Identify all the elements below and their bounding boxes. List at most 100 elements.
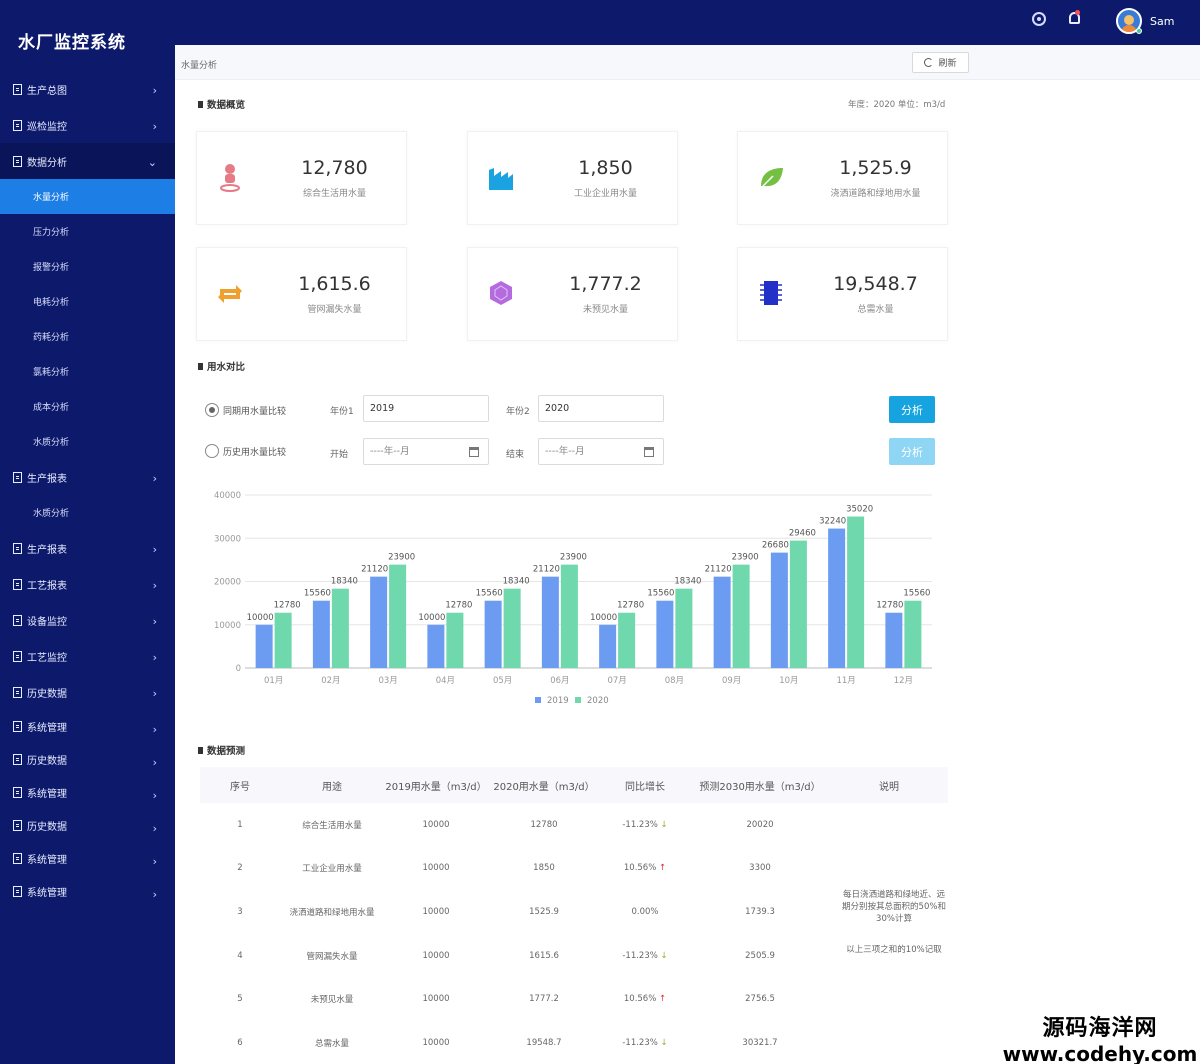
stat-label: 管网漏失水量 — [307, 305, 362, 315]
bar — [484, 600, 502, 668]
same-period-label[interactable]: 同期用水量比较 — [223, 407, 287, 417]
data-label: 21120 — [705, 565, 732, 575]
table-cell: -11.23% ↓ — [600, 820, 690, 830]
sidebar-item[interactable]: 成本分析 — [0, 389, 175, 424]
cell-text: 1850 — [533, 863, 555, 874]
same-period-radio[interactable] — [205, 403, 219, 417]
sidebar-item[interactable]: 系统管理 › — [0, 842, 175, 875]
table-row: 1 综合生活用水量 10000 12780 -11.23% ↓ 20020 — [200, 803, 948, 847]
chevron-right-icon: › — [152, 888, 157, 901]
document-icon — [13, 83, 22, 95]
calendar-icon[interactable] — [469, 447, 479, 457]
note-leakage: 以上三项之和的10%记取 — [846, 945, 942, 955]
table-cell: 10000 — [384, 994, 488, 1004]
bar — [789, 540, 807, 668]
data-label: 10000 — [418, 613, 445, 623]
sidebar-item[interactable]: 水质分析 — [0, 424, 175, 459]
chevron-right-icon: › — [152, 120, 157, 133]
cell-text: 3300 — [749, 863, 771, 874]
sidebar-item[interactable]: 历史数据 › — [0, 743, 175, 776]
stat-value: 1,850 — [578, 157, 633, 179]
sidebar-item[interactable]: 电耗分析 — [0, 284, 175, 319]
breadcrumb: 水量分析 — [181, 61, 218, 71]
sidebar-item[interactable]: 巡检监控 › — [0, 107, 175, 143]
stat-value: 1,525.9 — [839, 157, 912, 179]
cell-text: 2756.5 — [745, 994, 775, 1005]
refresh-button[interactable]: 刷新 — [912, 52, 969, 73]
document-icon — [13, 886, 22, 897]
forecast-title-text: 数据预测 — [207, 746, 246, 757]
cell-text: 20020 — [746, 819, 774, 830]
calendar-icon[interactable] — [644, 447, 654, 457]
sidebar-item[interactable]: 系统管理 › — [0, 776, 175, 809]
sidebar-item[interactable]: 生产报表 › — [0, 530, 175, 566]
bar — [541, 576, 559, 668]
table-cell: 1850 — [488, 863, 600, 873]
username[interactable]: Sam — [1150, 15, 1175, 28]
end-month-input[interactable]: ----年--月 — [538, 438, 664, 465]
sidebar-item[interactable]: 水量分析 — [0, 179, 175, 214]
cell-text: 12780 — [530, 819, 558, 830]
data-label: 18340 — [503, 577, 530, 587]
sidebar-item[interactable]: 药耗分析 — [0, 319, 175, 354]
data-label: 12780 — [876, 601, 903, 611]
cell-text: 总需水量 — [314, 1038, 349, 1049]
x-tick-label: 08月 — [665, 676, 684, 686]
sidebar-item[interactable]: 设备监控 › — [0, 602, 175, 638]
sidebar-item[interactable]: 数据分析 ⌄ — [0, 143, 175, 179]
sidebar-item-label: 历史数据 — [27, 688, 67, 700]
bell-icon[interactable] — [1069, 12, 1080, 24]
leaf-icon — [759, 168, 783, 190]
sidebar-item[interactable]: 生产报表 › — [0, 459, 175, 495]
sidebar-item[interactable]: 工艺报表 › — [0, 566, 175, 602]
sidebar-item[interactable]: 水质分析 — [0, 495, 175, 530]
data-label: 15560 — [304, 589, 331, 599]
cell-text: 5 — [237, 994, 243, 1005]
chevron-right-icon: › — [152, 579, 157, 592]
sidebar-item-label: 药耗分析 — [33, 333, 70, 343]
document-icon — [13, 721, 22, 732]
sidebar-item[interactable]: 氯耗分析 — [0, 354, 175, 389]
cell-text: 10000 — [422, 863, 450, 874]
year2-input[interactable]: 2020 — [538, 395, 664, 422]
sidebar-item[interactable]: 报警分析 — [0, 249, 175, 284]
sidebar-item[interactable]: 生产总图 › — [0, 71, 175, 107]
cell-text: 10.56% — [623, 863, 657, 874]
sidebar-item[interactable]: 系统管理 › — [0, 875, 175, 908]
sidebar-item[interactable]: 历史数据 › — [0, 674, 175, 710]
gear-icon[interactable] — [1032, 12, 1046, 26]
bar — [331, 588, 349, 668]
start-label: 开始 — [330, 450, 349, 460]
bar — [713, 576, 731, 668]
year1-input[interactable]: 2019 — [363, 395, 489, 422]
sidebar-item[interactable]: 系统管理 › — [0, 710, 175, 743]
stat-value: 12,780 — [301, 157, 368, 179]
sidebar-item-label: 巡检监控 — [27, 121, 67, 133]
sidebar-item[interactable]: 工艺监控 › — [0, 638, 175, 674]
analyze-button-disabled[interactable]: 分析 — [889, 438, 935, 465]
history-label[interactable]: 历史用水量比较 — [223, 448, 287, 458]
sidebar-item[interactable]: 历史数据 › — [0, 809, 175, 842]
stat-card-unforeseen: 1,777.2 未预见水量 — [467, 247, 678, 341]
stat-label: 浇洒道路和绿地用水量 — [830, 189, 921, 199]
table-row: 2 工业企业用水量 10000 1850 10.56% ↑ 3300 — [200, 847, 948, 891]
bookmark-icon — [198, 362, 203, 370]
sidebar-item-label: 生产报表 — [27, 473, 67, 485]
cell-text: 0.00% — [631, 906, 659, 917]
stat-value: 1,777.2 — [569, 273, 642, 295]
stat-card-industry: 1,850 工业企业用水量 — [467, 131, 678, 225]
year1-label: 年份1 — [330, 407, 354, 417]
stat-label: 工业企业用水量 — [573, 189, 637, 199]
sidebar-item-label: 设备监控 — [27, 616, 67, 628]
bar — [885, 612, 903, 668]
sidebar-item[interactable]: 压力分析 — [0, 214, 175, 249]
start-month-input[interactable]: ----年--月 — [363, 438, 489, 465]
cell-text: 30321.7 — [742, 1037, 778, 1048]
cell-text: 10000 — [422, 819, 450, 830]
document-icon — [13, 686, 22, 698]
history-radio[interactable] — [205, 444, 219, 458]
stat-card-total: 19,548.7 总需水量 — [737, 247, 948, 341]
analyze-button[interactable]: 分析 — [889, 396, 935, 423]
sidebar-item-label: 生产总图 — [27, 85, 67, 97]
stat-card-living: 12,780 综合生活用水量 — [196, 131, 407, 225]
